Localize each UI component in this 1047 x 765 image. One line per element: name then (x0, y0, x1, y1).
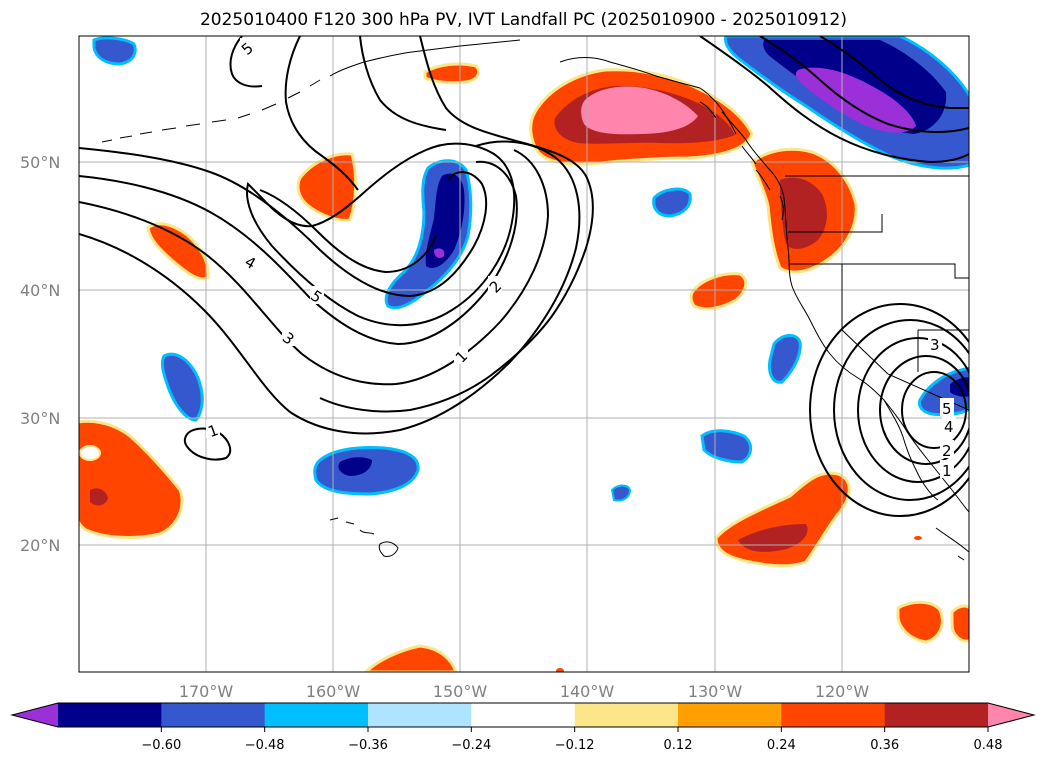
colorbar-tick-label: 0.36 (870, 738, 899, 753)
map-plot-area: 5 4 5 3 2 1 1 3 5 4 2 1 (79, 36, 969, 672)
longitude-labels: 170°W 160°W 150°W 140°W 130°W 120°W (179, 682, 870, 701)
neg-fill-125w-35n (768, 334, 802, 384)
pos-fill-small-north (423, 62, 481, 85)
colorbar-segment (781, 703, 886, 727)
lon-label: 140°W (560, 682, 615, 701)
colorbar-extend-max (988, 703, 1034, 727)
lon-label: 170°W (179, 682, 234, 701)
pv-cutoff-ring-1 (809, 303, 969, 517)
colorbar-tick-label: −0.36 (348, 738, 388, 753)
colorbar-segments (12, 703, 1034, 727)
lat-label: 20°N (20, 536, 60, 555)
colorbar-segment (58, 703, 162, 727)
colorbar-segment (368, 703, 472, 727)
pos-fill-bottom-right-1 (896, 600, 944, 644)
pv-contour-12 (759, 36, 969, 133)
map-frame (78, 35, 970, 673)
pv-contour-8 (359, 36, 447, 131)
colorbar-segment (264, 703, 369, 727)
contour-label: 1 (942, 462, 952, 480)
pv-cutoff-ring-4 (879, 355, 969, 465)
neg-fill-170w-35n (160, 352, 204, 422)
pos-fill-west-edge (79, 419, 184, 539)
pv-contour-11 (699, 36, 969, 164)
pv-contour-4 (79, 140, 581, 435)
pv-contour-13 (819, 36, 969, 109)
lon-label: 150°W (433, 682, 488, 701)
colorbar-ticks: −0.60 −0.48 −0.36 −0.24 −0.12 0.12 0.24 0.36 0.4… (141, 727, 1003, 753)
contour-label: 5 (942, 400, 952, 418)
contour-label: 2 (942, 442, 952, 460)
colorbar: −0.60 −0.48 −0.36 −0.24 −0.12 0.12 0.24 0.36 0.4… (10, 702, 1036, 753)
pos-fill-130w-40n (689, 272, 748, 311)
pv-contours (79, 36, 969, 517)
colorbar-segment (574, 703, 679, 727)
lat-label: 30°N (20, 409, 60, 428)
lat-label: 40°N (20, 281, 60, 300)
colorbar-tick-label: −0.48 (245, 738, 285, 753)
colorbar-tick-label: −0.12 (555, 738, 595, 753)
colorbar-extend-min (12, 703, 58, 727)
colorbar-tick-label: −0.60 (141, 738, 181, 753)
pv-contour-10 (229, 36, 263, 88)
colorbar-tick-label: 0.48 (974, 738, 1003, 753)
neg-fill-130w-28n (700, 429, 752, 464)
pv-contour-1 (79, 147, 488, 298)
pv-cutoff-ring-3 (857, 337, 969, 483)
colorbar-tick-label: 0.12 (664, 738, 693, 753)
neg-fill-135w-45n (652, 187, 692, 218)
colorbar-segment (884, 703, 989, 727)
pv-contour-5 (259, 189, 437, 274)
colorbar-segment (161, 703, 266, 727)
pv-contour-7 (319, 36, 594, 413)
neg-fill-northwest (92, 36, 137, 66)
contour-label: 3 (930, 336, 940, 354)
lon-label: 120°W (815, 682, 870, 701)
colorbar-tick-label: −0.24 (451, 738, 491, 753)
pv-cutoff-ring-2 (833, 319, 969, 501)
colorbar-tick-label: 0.24 (767, 738, 796, 753)
positive-anomaly-fills (79, 62, 969, 672)
pv-contour-9 (284, 36, 359, 191)
pos-fill-gulf-alaska-core (581, 86, 698, 135)
pos-fill-170w (146, 222, 210, 281)
colorbar-segment (678, 703, 782, 727)
pos-fill-bottom-center (363, 644, 458, 672)
lat-label: 50°N (20, 153, 60, 172)
neg-fill-southeast (918, 366, 969, 417)
pv-cutoff-ring-5 (901, 371, 967, 449)
lon-label: 130°W (688, 682, 743, 701)
pv-contour-2 (79, 160, 518, 346)
pos-fill-bottom-right-2 (950, 604, 969, 643)
lon-label: 160°W (306, 682, 361, 701)
contour-labels: 5 4 5 3 2 1 1 3 5 4 2 1 (206, 38, 956, 480)
colorbar-frame (10, 702, 1036, 728)
colorbar-segment (471, 703, 576, 727)
contour-label: 4 (944, 418, 954, 436)
map-title: 2025010400 F120 300 hPa PV, IVT Landfall… (199, 10, 847, 30)
pv-contour-6 (246, 142, 516, 327)
latitude-labels: 50°N 40°N 30°N 20°N (20, 153, 60, 555)
pv-contour-3 (79, 149, 550, 386)
